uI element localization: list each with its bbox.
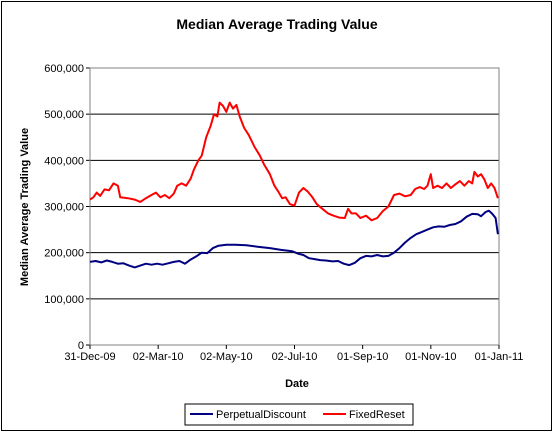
x-axis-label: Date — [285, 378, 309, 390]
x-tick-label: 02-May-10 — [200, 351, 253, 363]
x-axis-tick-marks — [89, 345, 500, 349]
series-lines — [89, 101, 499, 269]
y-axis-label: Median Average Trading Value — [19, 128, 31, 286]
x-tick-label: 01-Jan-11 — [475, 351, 524, 363]
x-tick-label: 02-Mar-10 — [133, 351, 184, 363]
chart-title: Median Average Trading Value — [176, 16, 377, 32]
y-tick-label: 100,000 — [44, 294, 84, 306]
legend-label-perpetualdiscount: PerpetualDiscount — [216, 409, 306, 421]
legend-box — [184, 403, 414, 426]
legend-label-fixedreset: FixedReset — [349, 409, 405, 421]
y-tick-label: 400,000 — [44, 155, 84, 167]
series-line-perpetualdiscount — [89, 209, 499, 269]
x-tick-label: 31-Dec-09 — [64, 351, 115, 363]
y-tick-label: 600,000 — [44, 63, 84, 75]
x-tick-label: 01-Nov-10 — [405, 351, 456, 363]
legend: PerpetualDiscount FixedReset — [184, 403, 414, 426]
y-tick-label: 300,000 — [44, 202, 84, 214]
y-tick-label: 0 — [78, 340, 84, 352]
horizontal-gridlines — [86, 67, 499, 346]
y-tick-label: 200,000 — [44, 248, 84, 260]
y-axis-tick-labels: 0 100,000 200,000 300,000 400,000 500,000 600,… — [44, 63, 84, 352]
x-tick-label: 01-Sep-10 — [337, 351, 388, 363]
x-tick-label: 02-Jul-10 — [272, 351, 318, 363]
series-line-fixedreset — [89, 101, 499, 222]
x-axis-tick-labels: 31-Dec-09 02-Mar-10 02-May-10 02-Jul-10 01-S… — [64, 351, 523, 363]
y-tick-label: 500,000 — [44, 109, 84, 121]
